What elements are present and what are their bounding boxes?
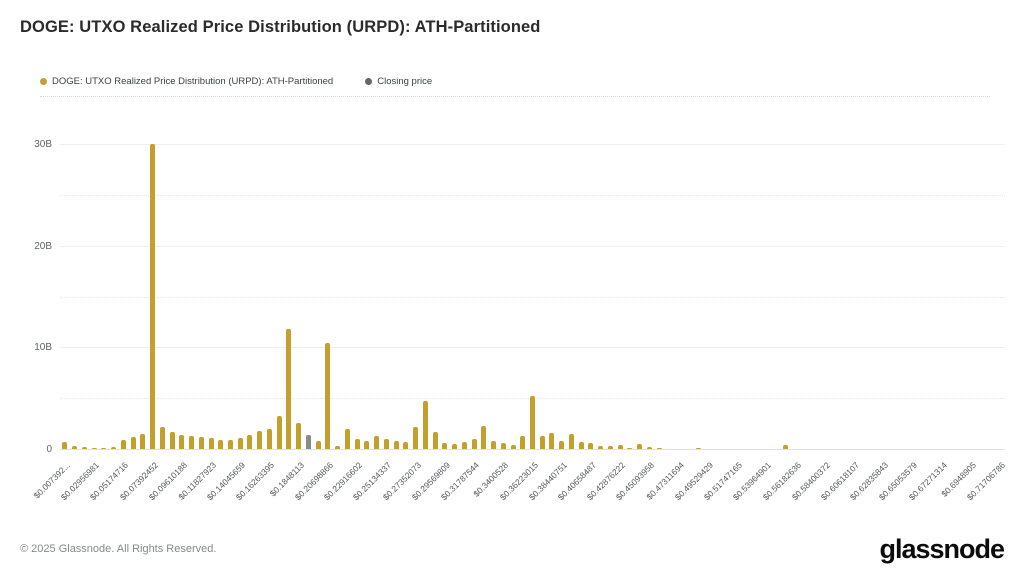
urpd-bar[interactable]: [286, 329, 292, 449]
urpd-bar[interactable]: [627, 447, 633, 449]
gridline-25B: [60, 194, 1005, 196]
urpd-bar[interactable]: [520, 435, 526, 449]
urpd-bar[interactable]: [208, 437, 214, 449]
y-tick-label: 30B: [34, 139, 52, 150]
urpd-bar[interactable]: [257, 430, 263, 449]
y-tick-label: 20B: [34, 240, 52, 252]
legend-item-closing-price[interactable]: Closing price: [365, 76, 432, 87]
legend-item-label: Closing price: [377, 76, 433, 87]
urpd-bar[interactable]: [159, 426, 165, 449]
gridline-30B: [60, 144, 1005, 145]
urpd-bar[interactable]: [393, 440, 399, 449]
urpd-bar[interactable]: [62, 441, 68, 449]
urpd-bar[interactable]: [656, 447, 662, 449]
legend-item-urpd[interactable]: DOGE: UTXO Realized Price Distribution (…: [40, 76, 333, 87]
urpd-bar[interactable]: [471, 438, 477, 449]
urpd-bar[interactable]: [374, 435, 380, 449]
urpd-bar[interactable]: [422, 401, 428, 449]
urpd-bar[interactable]: [530, 396, 535, 449]
chart-plot-area: [60, 110, 1005, 450]
urpd-bar[interactable]: [335, 445, 341, 449]
urpd-bar[interactable]: [344, 428, 350, 449]
urpd-bar[interactable]: [169, 431, 175, 449]
x-axis-labels: $0.007392... $0.02956981 $0.05174716 $0.073…: [31, 452, 1007, 527]
urpd-bar[interactable]: [500, 442, 506, 449]
urpd-bar[interactable]: [598, 445, 604, 449]
urpd-bar[interactable]: [315, 441, 321, 449]
urpd-bar[interactable]: [568, 433, 574, 449]
urpd-bar[interactable]: [296, 422, 302, 449]
urpd-bar[interactable]: [140, 433, 146, 449]
urpd-bar[interactable]: [695, 447, 701, 449]
urpd-bar[interactable]: [637, 443, 643, 449]
gridline-10B: [60, 347, 1005, 349]
y-tick-label: 0: [46, 444, 52, 455]
urpd-bar[interactable]: [179, 434, 185, 449]
urpd-bar[interactable]: [383, 438, 389, 449]
urpd-bar[interactable]: [452, 443, 458, 449]
chart-legend: DOGE: UTXO Realized Price Distribution (…: [40, 76, 990, 97]
urpd-bar[interactable]: [266, 428, 272, 449]
urpd-bar[interactable]: [218, 439, 224, 449]
urpd-bar[interactable]: [198, 436, 204, 449]
urpd-bar[interactable]: [510, 444, 516, 449]
urpd-bar[interactable]: [91, 447, 97, 449]
urpd-bar[interactable]: [442, 442, 448, 449]
urpd-bar[interactable]: [276, 416, 282, 449]
urpd-bar[interactable]: [130, 436, 136, 449]
closing-price-bar[interactable]: [305, 435, 311, 449]
urpd-bar[interactable]: [559, 440, 565, 449]
urpd-bar[interactable]: [72, 445, 78, 449]
urpd-bar[interactable]: [81, 446, 87, 449]
urpd-bar[interactable]: [150, 144, 156, 449]
urpd-bar[interactable]: [617, 445, 623, 449]
y-tick-label: 10B: [34, 342, 52, 354]
urpd-bar[interactable]: [432, 431, 438, 449]
urpd-bar[interactable]: [247, 434, 253, 449]
gridline-15B: [60, 296, 1005, 298]
urpd-bar[interactable]: [111, 447, 117, 449]
urpd-series-dot-icon: [40, 78, 47, 85]
urpd-bar[interactable]: [237, 437, 243, 449]
urpd-bar[interactable]: [227, 439, 233, 449]
urpd-bar[interactable]: [120, 439, 126, 449]
urpd-bar[interactable]: [364, 440, 370, 449]
page-title: DOGE: UTXO Realized Price Distribution (…: [20, 18, 541, 36]
urpd-bar[interactable]: [325, 343, 331, 449]
urpd-bar[interactable]: [413, 426, 419, 449]
urpd-bar[interactable]: [588, 442, 594, 449]
x-axis-line: [60, 449, 1005, 450]
urpd-bar[interactable]: [354, 438, 360, 449]
legend-item-label: DOGE: UTXO Realized Price Distribution (…: [52, 76, 334, 87]
urpd-bar[interactable]: [491, 440, 497, 449]
urpd-bar[interactable]: [461, 441, 467, 449]
glassnode-logo: glassnode: [879, 534, 1005, 564]
urpd-bar[interactable]: [101, 447, 107, 449]
urpd-bar[interactable]: [607, 445, 613, 449]
copyright-text: © 2025 Glassnode. All Rights Reserved.: [20, 543, 217, 555]
gridline-20B: [60, 245, 1005, 247]
urpd-bar[interactable]: [403, 441, 409, 449]
urpd-bar[interactable]: [481, 425, 487, 449]
urpd-bar[interactable]: [189, 435, 195, 449]
urpd-bar[interactable]: [549, 432, 555, 449]
urpd-bar[interactable]: [539, 435, 545, 449]
closing-price-dot-icon: [365, 78, 373, 85]
urpd-bar[interactable]: [646, 447, 652, 449]
urpd-bar[interactable]: [783, 445, 789, 449]
urpd-bar[interactable]: [578, 441, 584, 449]
